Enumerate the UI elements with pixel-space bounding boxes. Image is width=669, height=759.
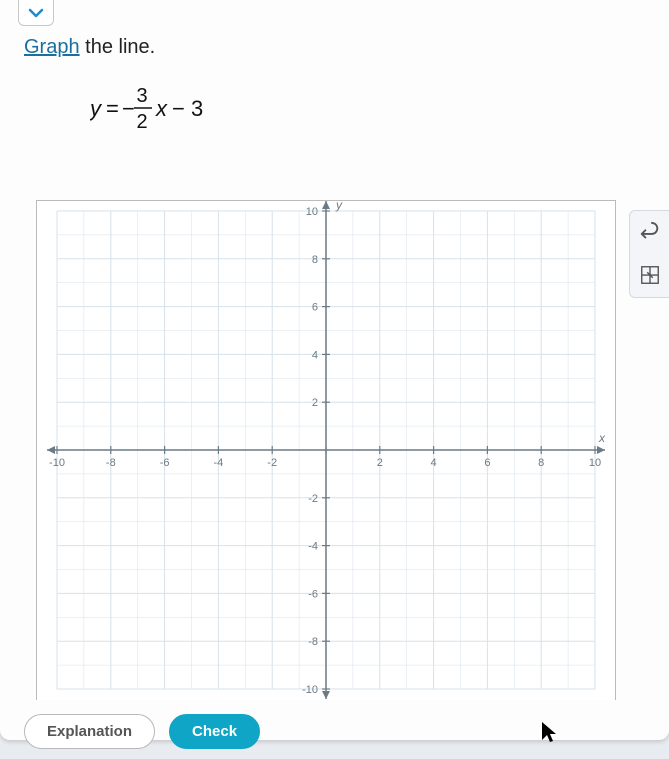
prompt-link-word[interactable]: Graph [24, 36, 80, 58]
svg-text:6: 6 [484, 457, 490, 469]
grid-tool[interactable] [636, 261, 664, 289]
action-buttons: Explanation Check [24, 714, 260, 749]
svg-text:-4: -4 [214, 457, 224, 469]
svg-text:-10: -10 [302, 684, 318, 696]
svg-text:10: 10 [589, 457, 601, 469]
eq-lhs: y [90, 96, 103, 121]
svg-text:4: 4 [431, 457, 437, 469]
equation: y = − 3 2 x − 3 [90, 80, 250, 141]
undo-tool[interactable] [636, 219, 664, 247]
eq-neg: − [122, 96, 135, 121]
check-button[interactable]: Check [169, 714, 260, 749]
explanation-button[interactable]: Explanation [24, 714, 155, 749]
eq-denominator: 2 [136, 111, 147, 133]
eq-equals: = [106, 96, 119, 121]
svg-text:y: y [335, 201, 343, 212]
svg-text:-10: -10 [49, 457, 65, 469]
svg-text:-8: -8 [308, 636, 318, 648]
grid-tool-icon [639, 264, 661, 286]
svg-text:-6: -6 [160, 457, 170, 469]
svg-text:4: 4 [312, 349, 318, 361]
svg-text:6: 6 [312, 302, 318, 314]
collapse-toggle[interactable] [18, 0, 54, 26]
grid-svg: -10 -8 -6 -4 -2 2 4 6 8 10 2 4 6 8 10 -2 -4 -6 -8 -10 y x [37, 201, 615, 699]
svg-text:-2: -2 [267, 457, 277, 469]
question-card: Graph the line. y = − 3 2 x − 3 -10-8-6-… [0, 0, 669, 740]
eq-numerator: 3 [136, 85, 147, 107]
eq-tail: − 3 [172, 96, 203, 121]
svg-text:8: 8 [538, 457, 544, 469]
svg-text:-6: -6 [308, 588, 318, 600]
svg-text:x: x [598, 431, 606, 445]
eq-var: x [155, 96, 168, 121]
svg-text:10: 10 [306, 206, 318, 218]
coordinate-plane[interactable]: -10 -8 -6 -4 -2 2 4 6 8 10 2 4 6 8 10 -2 -4 -6 -8 -10 y x [36, 200, 616, 700]
svg-text:-2: -2 [308, 493, 318, 505]
prompt-rest: the line. [80, 36, 156, 58]
chevron-down-icon [28, 6, 44, 20]
side-toolbar [629, 210, 669, 298]
svg-text:-8: -8 [106, 457, 116, 469]
svg-text:-4: -4 [308, 541, 318, 553]
question-prompt: Graph the line. [24, 36, 155, 59]
svg-text:2: 2 [312, 397, 318, 409]
undo-icon [639, 222, 661, 244]
svg-text:8: 8 [312, 254, 318, 266]
svg-text:2: 2 [377, 457, 383, 469]
mouse-cursor-icon [540, 720, 558, 749]
